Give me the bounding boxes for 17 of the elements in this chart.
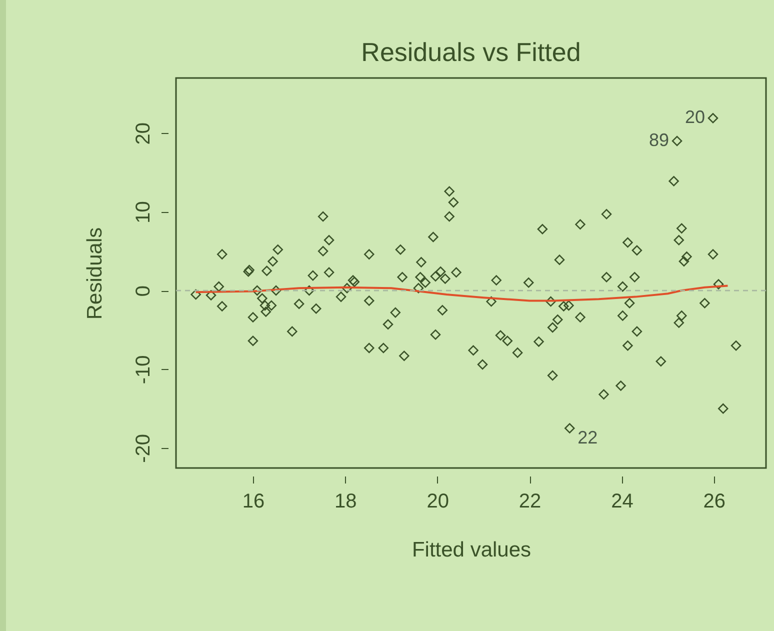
x-tick-label: 26 — [703, 490, 726, 512]
y-tick-label: 10 — [132, 201, 154, 224]
y-tick-label: -10 — [132, 355, 154, 384]
x-tick-label: 16 — [242, 490, 265, 512]
y-tick-label: 20 — [132, 122, 154, 145]
y-tick-label: 0 — [132, 285, 154, 297]
x-tick-label: 18 — [334, 490, 357, 512]
y-tick-label: -20 — [132, 434, 154, 463]
x-axis-title: Fitted values — [412, 538, 532, 562]
chart-title: Residuals vs Fitted — [361, 37, 581, 67]
annotation: 22 — [578, 427, 598, 448]
annotation: 89 — [649, 130, 670, 150]
y-axis-title: Residuals — [84, 227, 106, 320]
x-tick-label: 24 — [611, 490, 634, 512]
annotation: 20 — [684, 107, 705, 128]
x-tick-label: 20 — [426, 490, 449, 512]
x-tick-label: 22 — [518, 490, 542, 512]
